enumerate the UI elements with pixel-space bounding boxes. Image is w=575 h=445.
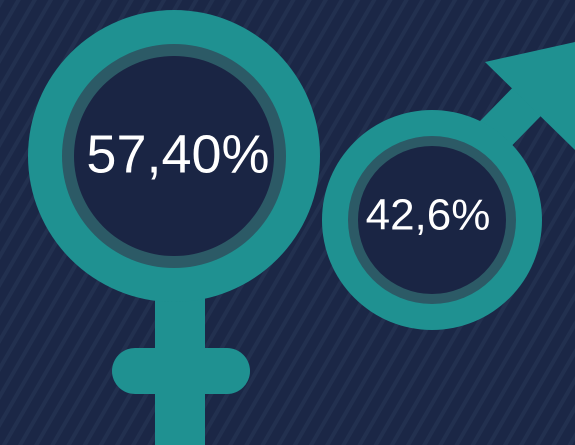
female-center — [74, 56, 274, 256]
male-symbol: 42,6% — [322, 42, 575, 330]
male-arrow-head — [485, 42, 575, 150]
female-percentage: 57,40% — [86, 124, 269, 184]
male-percentage: 42,6% — [366, 191, 491, 240]
female-symbol: 57,40% — [28, 10, 320, 445]
male-center — [358, 146, 506, 294]
female-crossbar — [112, 348, 250, 394]
